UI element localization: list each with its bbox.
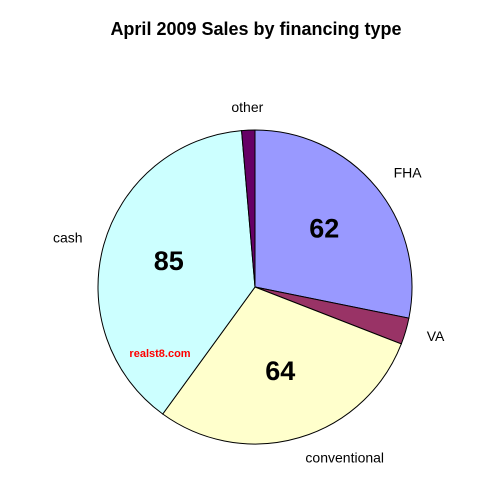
category-label: VA — [427, 328, 445, 344]
category-label: FHA — [394, 164, 423, 180]
value-label: 62 — [309, 213, 339, 243]
value-label: 85 — [154, 246, 184, 276]
category-label: conventional — [305, 449, 384, 465]
pie-slice — [97, 130, 256, 415]
value-label: 64 — [265, 356, 295, 386]
pie-slice — [254, 129, 413, 319]
category-label: other — [231, 99, 263, 115]
watermark: realst8.com — [129, 348, 190, 360]
chart-title: April 2009 Sales by financing type — [110, 19, 401, 39]
pie-slice — [241, 129, 256, 288]
category-label: cash — [53, 230, 83, 246]
pie-slice — [162, 286, 402, 445]
